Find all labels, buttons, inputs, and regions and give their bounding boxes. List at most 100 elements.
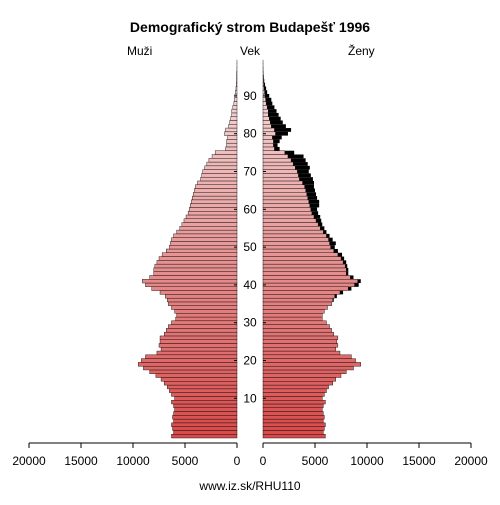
men-bar-age-86 [232, 109, 237, 113]
men-bar-age-91 [235, 90, 237, 94]
women-bar-age-45 [263, 264, 345, 268]
women-bar-age-4 [263, 419, 323, 423]
women-bar-age-52 [263, 238, 329, 242]
women-bar-age-0 [263, 434, 325, 438]
women-bar-age-22 [263, 351, 340, 355]
women-excess-age-93 [264, 83, 265, 87]
women-excess-age-60 [311, 207, 317, 211]
men-bar-age-65 [194, 189, 237, 193]
men-bar-age-71 [205, 166, 237, 170]
women-bar-age-43 [263, 272, 346, 276]
women-excess-age-65 [306, 189, 315, 193]
women-excess-age-83 [270, 120, 282, 124]
women-excess-age-57 [316, 219, 321, 223]
women-excess-age-72 [293, 162, 308, 166]
women-excess-age-36 [333, 298, 334, 302]
women-excess-age-51 [330, 241, 336, 245]
age-tick-20: 20 [243, 354, 257, 368]
men-bar-age-25 [160, 340, 237, 344]
women-bar-age-28 [263, 328, 332, 332]
men-bar-age-60 [189, 207, 237, 211]
women-bar-age-32 [263, 313, 322, 317]
men-bar-age-29 [168, 325, 237, 329]
women-excess-age-77 [273, 143, 277, 147]
men-bar-age-33 [175, 309, 237, 313]
women-excess-age-37 [335, 294, 337, 298]
men-bar-age-17 [150, 370, 237, 374]
women-bar-age-66 [263, 185, 305, 189]
women-excess-age-63 [308, 196, 317, 200]
women-excess-age-66 [305, 185, 314, 189]
women-bar-age-78 [263, 139, 273, 143]
men-bar-age-1 [174, 430, 237, 434]
women-bar-age-35 [263, 302, 332, 306]
women-excess-age-82 [271, 124, 286, 128]
women-label: Ženy [348, 43, 375, 58]
women-excess-age-42 [350, 275, 353, 279]
men-x-tick-20000: 20000 [12, 454, 46, 468]
women-bars [263, 60, 361, 438]
women-bar-age-30 [263, 321, 326, 325]
women-excess-age-69 [298, 173, 310, 177]
men-bar-age-59 [188, 211, 237, 215]
women-bar-age-15 [263, 378, 336, 382]
women-bar-age-46 [263, 260, 343, 264]
women-bar-age-37 [263, 294, 335, 298]
women-bar-age-40 [263, 283, 355, 287]
women-bar-age-55 [263, 226, 320, 230]
women-excess-age-38 [340, 291, 343, 295]
women-excess-age-53 [326, 234, 329, 238]
women-bar-age-2 [263, 427, 324, 431]
men-bar-age-19 [138, 362, 237, 366]
men-label: Muži [127, 44, 152, 58]
women-excess-age-55 [320, 226, 324, 230]
women-bar-age-89 [263, 98, 266, 102]
men-bar-age-0 [171, 434, 237, 438]
women-bar-age-56 [263, 223, 318, 227]
men-bar-age-82 [229, 124, 237, 128]
women-excess-age-46 [343, 260, 346, 264]
women-excess-age-47 [341, 257, 344, 261]
men-bar-age-45 [155, 264, 237, 268]
men-bar-age-37 [165, 294, 237, 298]
men-bar-age-28 [166, 328, 237, 332]
women-bar-age-62 [263, 200, 309, 204]
women-bar-age-88 [263, 102, 266, 106]
women-bar-age-27 [263, 332, 334, 336]
women-bar-age-57 [263, 219, 316, 223]
men-bar-age-62 [191, 200, 237, 204]
men-bar-age-13 [167, 385, 237, 389]
women-bar-age-18 [263, 366, 353, 370]
men-bar-age-4 [174, 419, 237, 423]
men-bar-age-46 [157, 260, 237, 264]
women-bar-age-16 [263, 374, 341, 378]
women-x-tick-10000: 10000 [350, 454, 384, 468]
women-excess-age-86 [268, 109, 276, 113]
age-tick-60: 60 [243, 202, 257, 216]
men-x-tick-5000: 5000 [172, 454, 199, 468]
men-bar-age-93 [236, 83, 237, 87]
women-excess-age-48 [338, 253, 342, 257]
men-bar-age-63 [192, 196, 237, 200]
men-bar-age-47 [159, 257, 237, 261]
men-bar-age-73 [209, 158, 237, 162]
men-bar-age-51 [170, 241, 237, 245]
women-bar-age-5 [263, 415, 324, 419]
women-bar-age-25 [263, 340, 337, 344]
women-bar-age-76 [263, 147, 274, 151]
women-bar-age-34 [263, 306, 327, 310]
women-excess-age-70 [297, 170, 308, 174]
women-excess-age-43 [346, 272, 348, 276]
men-bar-age-61 [190, 204, 237, 208]
men-bar-age-49 [166, 249, 237, 253]
women-excess-age-94 [264, 79, 265, 83]
men-bar-age-48 [162, 253, 237, 257]
women-bar-age-41 [263, 279, 358, 283]
men-bar-age-70 [203, 170, 237, 174]
women-bar-age-63 [263, 196, 308, 200]
men-bar-age-35 [168, 302, 237, 306]
men-bar-age-31 [176, 317, 237, 321]
